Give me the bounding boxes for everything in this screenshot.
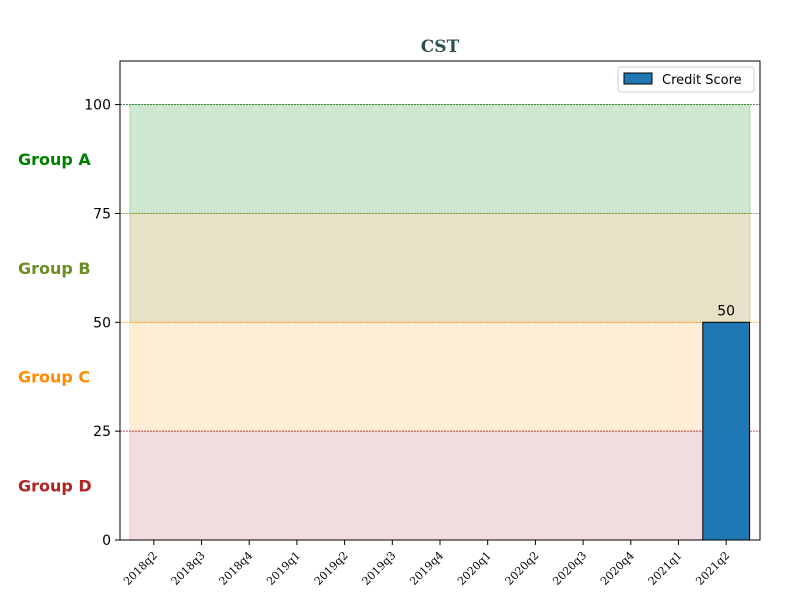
band-group-b (129, 212, 751, 323)
x-tick-label: 2019q2 (312, 549, 351, 588)
bar (702, 321, 751, 541)
x-tick-label: 2019q3 (360, 549, 399, 588)
x-tick-label: 2018q3 (169, 549, 208, 588)
y-tick-label: 25 (93, 424, 111, 440)
y-tick-label: 100 (84, 98, 111, 114)
x-tick-label: 2020q2 (503, 549, 542, 588)
band-group-d (129, 430, 751, 541)
group-label: Group D (18, 477, 92, 496)
x-tick-label: 2018q2 (121, 549, 160, 588)
y-tick-label: 50 (93, 315, 111, 331)
x-tick-label: 2018q4 (216, 549, 255, 588)
band-group-a (129, 104, 751, 214)
group-label: Group C (18, 368, 90, 387)
bar-value-label: 50 (717, 303, 735, 319)
y-tick-label: 75 (93, 206, 111, 222)
x-tick-label: 2019q4 (407, 549, 446, 588)
chart-title: CST (421, 37, 460, 57)
x-tick-label: 2019q1 (264, 549, 303, 588)
y-axis: 0 25 50 75 100 (84, 98, 120, 549)
legend: Credit Score (617, 66, 755, 93)
bands-layer (120, 104, 760, 541)
x-axis: 2018q2 2018q3 2018q4 2019q1 2019q2 2019q3 2019… (121, 540, 732, 588)
bars-layer: 50 (702, 303, 751, 541)
legend-swatch (623, 72, 653, 85)
x-tick-label: 2020q4 (598, 549, 637, 588)
group-labels: Group A Group B Group C Group D (18, 150, 92, 496)
band-group-c (129, 321, 751, 432)
x-tick-label: 2020q3 (550, 549, 589, 588)
y-tick-label: 0 (102, 533, 111, 549)
x-tick-label: 2021q1 (646, 549, 685, 588)
x-tick-label: 2020q1 (455, 549, 494, 588)
x-tick-label: 2021q2 (693, 549, 732, 588)
group-label: Group A (18, 150, 91, 169)
group-label: Group B (18, 259, 91, 278)
legend-label: Credit Score (662, 73, 742, 88)
